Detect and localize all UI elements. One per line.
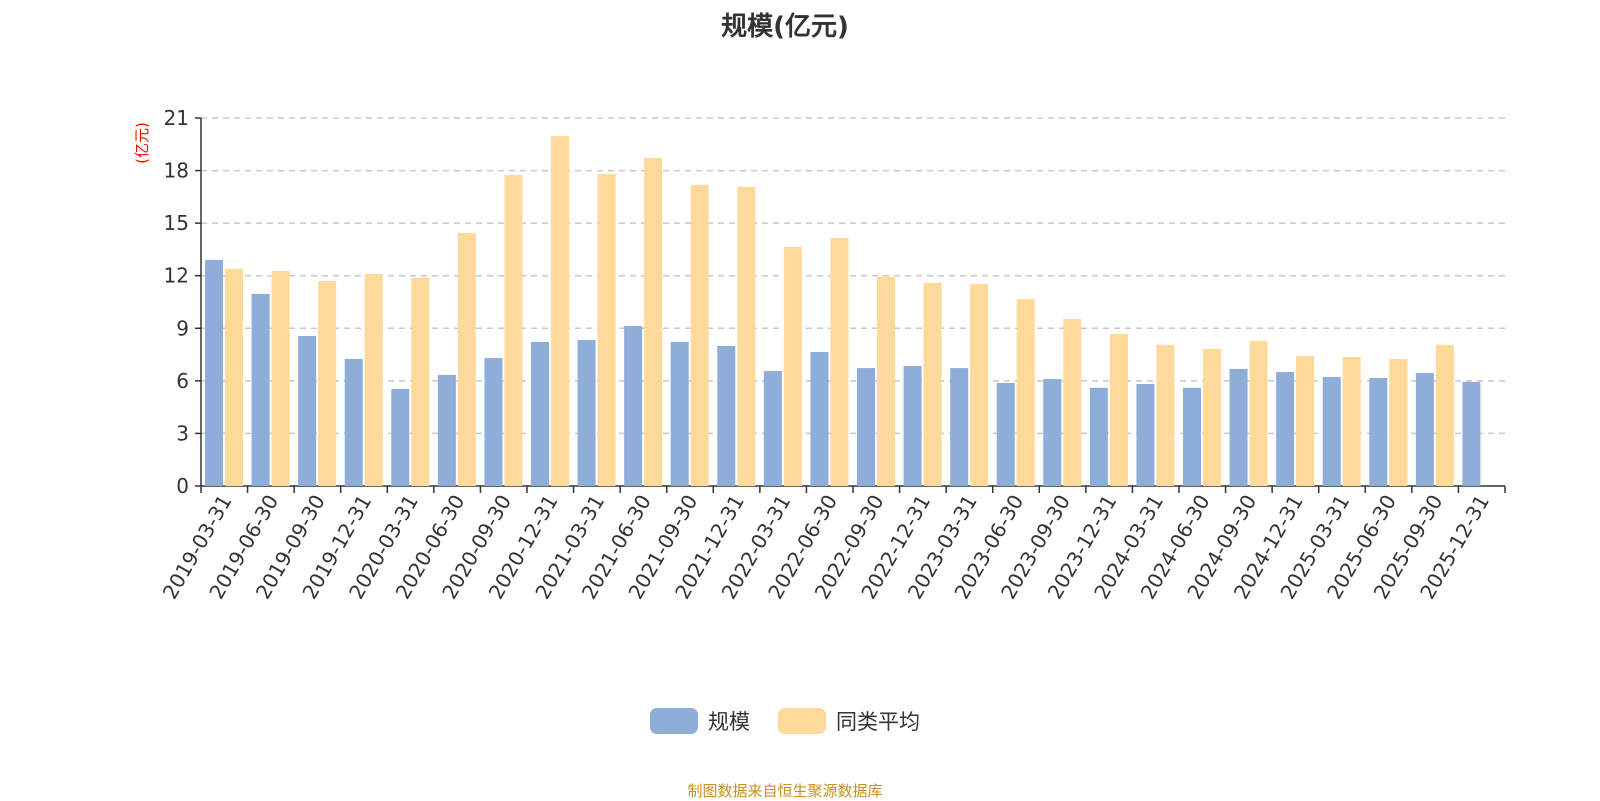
bar-scale bbox=[1276, 372, 1295, 486]
bar-scale bbox=[391, 388, 410, 486]
bar-scale bbox=[763, 371, 782, 486]
y-tick-label: 3 bbox=[176, 421, 189, 445]
y-tick-label: 21 bbox=[164, 106, 189, 130]
y-axis-label: (亿元) bbox=[133, 122, 151, 164]
bar-peer-average bbox=[1342, 357, 1361, 486]
bar-scale bbox=[1043, 379, 1062, 486]
bar-peer-average bbox=[830, 237, 849, 486]
bar-peer-average bbox=[597, 174, 616, 487]
bar-scale bbox=[1415, 372, 1434, 486]
bar-peer-average bbox=[225, 268, 243, 486]
bar-peer-average bbox=[1249, 340, 1268, 486]
bar-scale bbox=[1322, 377, 1341, 486]
bar-peer-average bbox=[457, 232, 476, 486]
bar-peer-average bbox=[1109, 333, 1128, 486]
bar-scale bbox=[996, 382, 1015, 486]
bar-peer-average bbox=[690, 184, 709, 486]
source-note: 制图数据来自恒生聚源数据库 bbox=[687, 782, 883, 800]
bar-peer-average bbox=[318, 280, 337, 486]
bar-scale bbox=[903, 365, 922, 486]
bar-peer-average bbox=[1203, 348, 1221, 486]
bar-scale bbox=[344, 358, 363, 486]
legend-label-scale: 规模 bbox=[708, 710, 750, 734]
y-tick-label: 15 bbox=[164, 211, 189, 235]
bar-scale bbox=[437, 374, 456, 486]
legend-swatch-scale bbox=[650, 708, 698, 734]
bar-peer-average bbox=[1063, 318, 1082, 486]
bar-scale bbox=[1089, 387, 1108, 486]
bar-peer-average bbox=[504, 174, 523, 486]
bar-scale bbox=[810, 351, 829, 486]
bar-scale bbox=[205, 259, 223, 486]
y-tick-label: 18 bbox=[164, 159, 189, 183]
bar-peer-average bbox=[970, 283, 989, 486]
bar-peer-average bbox=[364, 273, 383, 486]
legend-label-peer-average: 同类平均 bbox=[836, 710, 920, 734]
bar-peer-average bbox=[783, 246, 802, 486]
bar-peer-average bbox=[1016, 299, 1035, 486]
bar-scale bbox=[577, 340, 596, 486]
bar-peer-average bbox=[923, 282, 942, 486]
bar-scale bbox=[1136, 384, 1155, 486]
bar-peer-average bbox=[271, 270, 290, 486]
bar-peer-average bbox=[551, 135, 569, 487]
bar-scale bbox=[717, 345, 736, 486]
bar-scale bbox=[857, 368, 875, 486]
bar-peer-average bbox=[1296, 355, 1315, 486]
bar-scale bbox=[1229, 368, 1248, 486]
y-tick-label: 0 bbox=[176, 474, 189, 498]
bar-scale bbox=[531, 341, 549, 486]
bar-scale bbox=[950, 368, 969, 486]
bar-peer-average bbox=[877, 276, 895, 486]
bar-peer-average bbox=[411, 277, 430, 486]
bar-peer-average bbox=[1389, 358, 1408, 486]
bar-scale bbox=[1183, 387, 1201, 486]
bar-peer-average bbox=[1435, 344, 1454, 486]
bar-scale bbox=[484, 358, 503, 486]
y-tick-label: 9 bbox=[176, 316, 189, 340]
bar-scale bbox=[298, 335, 317, 486]
bar-scale bbox=[251, 293, 270, 486]
bar-peer-average bbox=[644, 157, 663, 486]
legend-item-peer-average[interactable]: 同类平均 bbox=[778, 706, 920, 736]
y-tick-label: 6 bbox=[176, 369, 189, 393]
bar-scale bbox=[670, 341, 689, 486]
bar-peer-average bbox=[1156, 344, 1175, 486]
bar-peer-average bbox=[737, 186, 756, 486]
legend-item-scale[interactable]: 规模 bbox=[650, 706, 750, 736]
y-tick-label: 12 bbox=[164, 264, 189, 288]
legend-swatch-peer-average bbox=[778, 708, 826, 734]
legend: 规模 同类平均 bbox=[0, 706, 1570, 736]
bar-scale bbox=[1462, 381, 1481, 486]
bar-scale bbox=[1369, 378, 1388, 486]
bar-scale bbox=[624, 326, 643, 486]
chart-title: 规模(亿元) bbox=[721, 12, 849, 42]
